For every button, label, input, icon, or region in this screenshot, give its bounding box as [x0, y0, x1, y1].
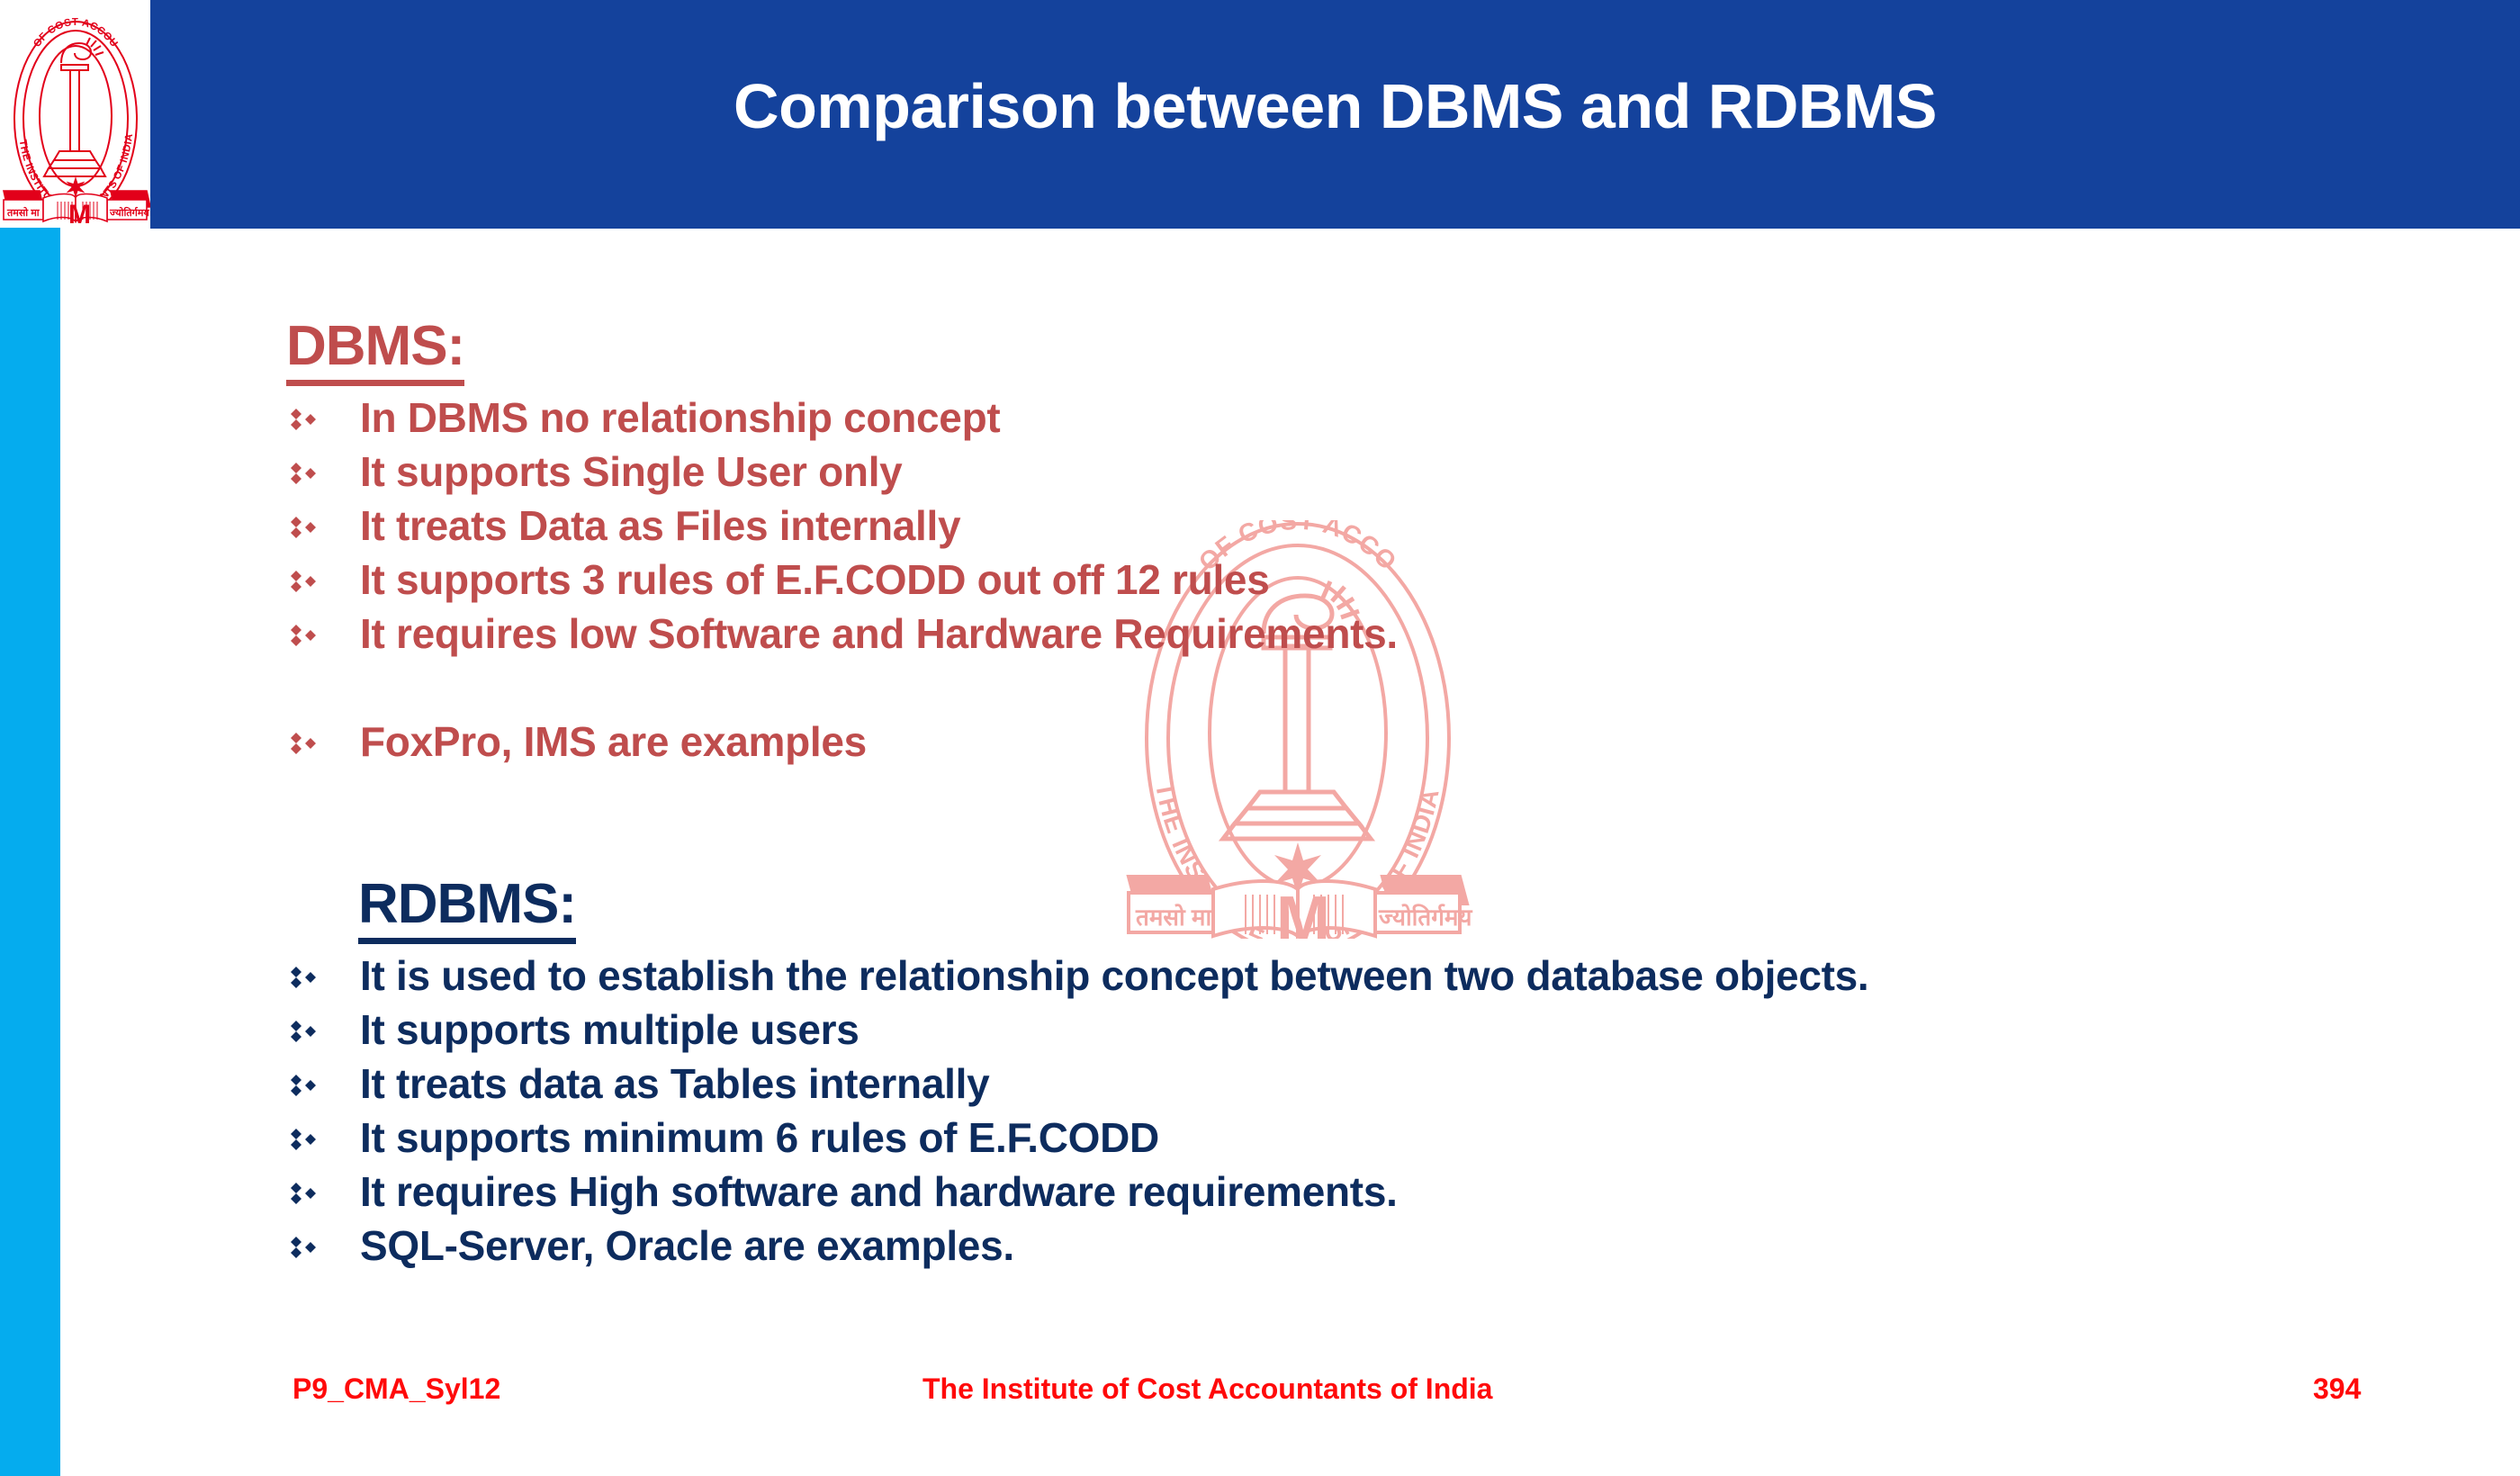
footer-institute-name: The Institute of Cost Accountants of Ind…	[922, 1372, 1493, 1405]
institute-seal-logo-icon: OF COST ACCOU THE INSTITUTE NTANTS OF IN…	[0, 0, 150, 229]
diamond-cluster-bullet-icon	[270, 607, 360, 661]
slide-content: DBMS: In DBMS no relationship concept It	[0, 229, 2520, 1476]
diamond-cluster-bullet-icon	[270, 1219, 360, 1273]
diamond-cluster-bullet-icon	[270, 949, 360, 1003]
list-item-label: It is used to establish the relationship…	[360, 952, 1869, 999]
slide-footer: P9_CMA_Syl12 The Institute of Cost Accou…	[0, 1372, 2520, 1436]
logo-ribbon-right-text: ज्योतिर्गमय	[109, 206, 149, 219]
rdbms-bullet-list: It is used to establish the relationship…	[270, 949, 2430, 1273]
list-item: It supports Single User only	[270, 445, 2430, 499]
list-item: FoxPro, IMS are examples	[270, 715, 2430, 769]
svg-text:OF COST ACCOU: OF COST ACCOU	[32, 17, 120, 50]
logo-monogram: M	[68, 200, 91, 229]
list-item-label: In DBMS no relationship concept	[360, 394, 1001, 441]
dbms-bullet-list: In DBMS no relationship concept It suppo…	[270, 391, 2430, 769]
diamond-cluster-bullet-icon	[270, 553, 360, 607]
list-item-label: It requires low Software and Hardware Re…	[360, 610, 1398, 657]
logo-ribbon-left-text: तमसो मा	[6, 206, 40, 219]
list-spacer	[270, 661, 2430, 715]
diamond-cluster-bullet-icon	[270, 499, 360, 553]
diamond-cluster-bullet-icon	[270, 1057, 360, 1111]
list-item-label: It supports multiple users	[360, 1006, 860, 1053]
diamond-cluster-bullet-icon	[270, 1111, 360, 1165]
list-item-label: It supports 3 rules of E.F.CODD out off …	[360, 556, 1270, 603]
dbms-heading-text: DBMS:	[286, 314, 465, 386]
footer-page-number: 394	[2313, 1372, 2362, 1405]
list-item: It supports 3 rules of E.F.CODD out off …	[270, 553, 2430, 607]
diamond-cluster-bullet-icon	[270, 715, 360, 769]
list-item: It treats data as Tables internally	[270, 1057, 2430, 1111]
list-item-label: FoxPro, IMS are examples	[360, 718, 867, 765]
left-accent-stripe	[0, 228, 60, 1476]
diamond-cluster-bullet-icon	[270, 445, 360, 499]
list-item: It treats Data as Files internally	[270, 499, 2430, 553]
list-item-label: It supports minimum 6 rules of E.F.CODD	[360, 1114, 1159, 1161]
list-item: It requires low Software and Hardware Re…	[270, 607, 2430, 661]
list-item-label: It treats data as Tables internally	[360, 1060, 990, 1107]
diamond-cluster-bullet-icon	[270, 1003, 360, 1057]
list-item: It supports minimum 6 rules of E.F.CODD	[270, 1111, 2430, 1165]
list-item-label: It requires High software and hardware r…	[360, 1168, 1398, 1215]
dbms-heading: DBMS:	[286, 314, 465, 386]
diamond-cluster-bullet-icon	[270, 391, 360, 445]
header-band	[150, 0, 2520, 229]
footer-syllabus-code: P9_CMA_Syl12	[292, 1372, 501, 1405]
list-item-label: SQL-Server, Oracle are examples.	[360, 1222, 1014, 1269]
list-item: It requires High software and hardware r…	[270, 1165, 2430, 1219]
rdbms-heading-text: RDBMS:	[358, 872, 577, 944]
list-item: SQL-Server, Oracle are examples.	[270, 1219, 2430, 1273]
list-item: It supports multiple users	[270, 1003, 2430, 1057]
list-item-label: It supports Single User only	[360, 448, 903, 495]
rdbms-heading: RDBMS:	[358, 872, 577, 944]
page-title: Comparison between DBMS and RDBMS	[734, 71, 1937, 141]
list-item-label: It treats Data as Files internally	[360, 502, 961, 549]
list-item: It is used to establish the relationship…	[270, 949, 2430, 1003]
list-item: In DBMS no relationship concept	[270, 391, 2430, 445]
diamond-cluster-bullet-icon	[270, 1165, 360, 1219]
